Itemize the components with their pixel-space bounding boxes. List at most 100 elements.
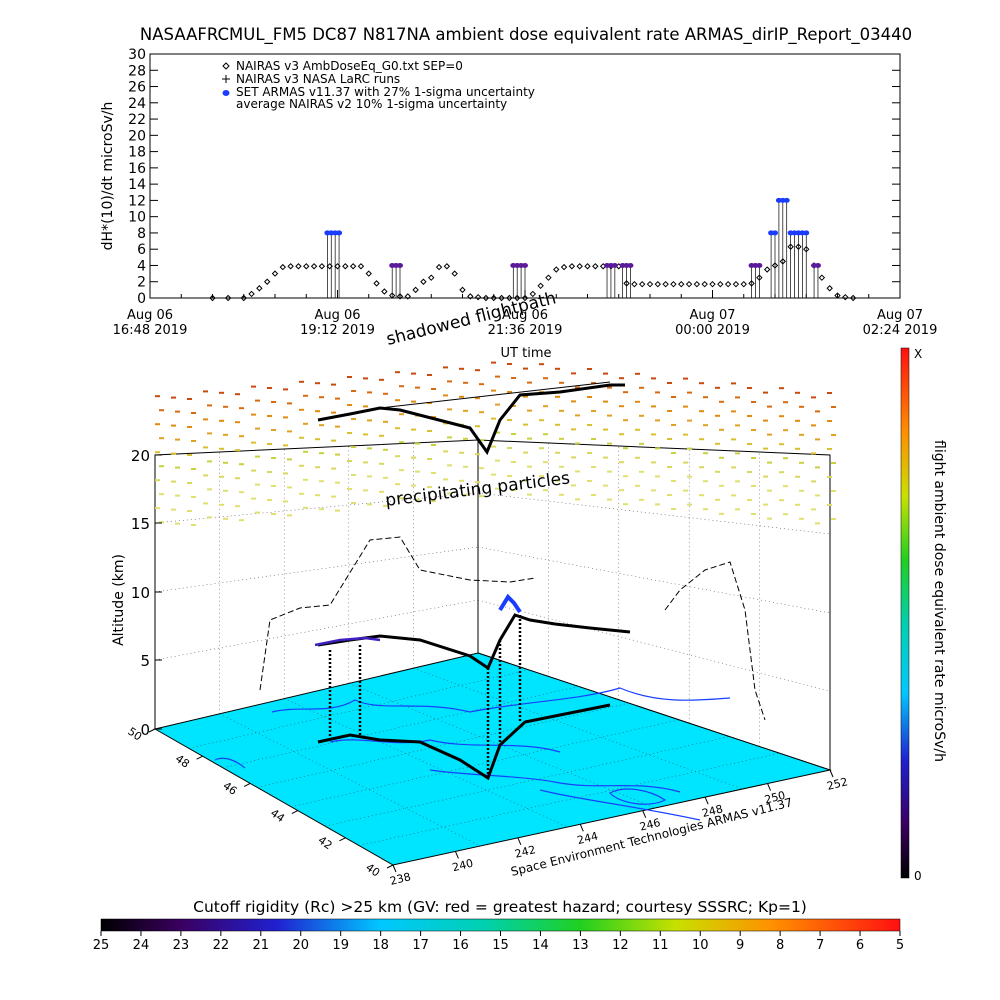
x-tick-label-date: Aug 06 <box>502 308 548 323</box>
particle-mark <box>395 427 400 430</box>
wall-grid-line <box>477 599 831 692</box>
particle-mark <box>799 489 804 492</box>
nairas-point <box>482 294 490 302</box>
particle-mark <box>767 405 772 408</box>
particle-mark <box>495 487 500 490</box>
particle-mark <box>635 428 640 431</box>
rigidity-tick-label: 17 <box>412 938 429 953</box>
particle-mark <box>635 484 640 487</box>
particle-mark <box>571 456 576 459</box>
particle-mark <box>655 503 660 506</box>
nairas-point <box>849 294 857 302</box>
lon-tick-label: 242 <box>513 843 537 861</box>
particle-mark <box>399 385 404 388</box>
particle-mark <box>191 524 196 526</box>
x-tick-label-time: 02:24 2019 <box>863 323 938 338</box>
floor-grid-line <box>219 713 481 847</box>
nairas-point <box>693 280 701 288</box>
particle-mark <box>479 411 484 414</box>
particle-mark <box>315 438 320 441</box>
particle-mark <box>767 489 772 492</box>
z-tick-label: 20 <box>131 447 150 465</box>
particle-mark <box>619 433 624 436</box>
nairas-point <box>529 290 537 298</box>
particle-mark <box>223 461 228 464</box>
particle-mark <box>267 415 272 417</box>
particle-mark <box>287 430 292 433</box>
particle-mark <box>559 465 564 468</box>
particle-mark <box>719 512 724 515</box>
particle-mark <box>255 427 260 430</box>
particle-mark <box>351 474 356 476</box>
dose-colorbar-fill <box>900 347 910 879</box>
particle-mark <box>235 449 240 452</box>
particle-mark <box>763 503 768 506</box>
particle-mark <box>699 382 704 385</box>
particle-mark <box>831 434 836 436</box>
particle-mark <box>335 481 340 484</box>
particle-mark <box>459 451 464 454</box>
particle-mark <box>763 475 768 478</box>
particle-mark <box>735 452 740 455</box>
particle-mark <box>363 405 368 408</box>
rigidity-tick-label: 7 <box>816 938 824 953</box>
particle-mark <box>623 391 628 394</box>
particle-mark <box>207 404 212 407</box>
nairas-point <box>271 270 279 277</box>
rigidity-tick-label: 10 <box>692 938 709 953</box>
particle-mark <box>303 506 308 509</box>
particle-mark <box>539 475 544 478</box>
particle-mark <box>559 409 564 412</box>
particle-mark <box>347 404 352 406</box>
particle-mark <box>299 380 304 383</box>
nairas-point <box>521 294 529 302</box>
lon-tick-mark <box>829 769 834 778</box>
particle-mark <box>715 414 720 417</box>
nairas-point <box>842 293 849 301</box>
nairas-point <box>787 243 794 250</box>
particle-mark <box>655 475 660 478</box>
particle-mark <box>171 508 176 511</box>
particle-mark <box>447 408 452 411</box>
nairas-point <box>373 280 380 287</box>
particle-mark <box>447 436 452 439</box>
y-tick-label: 8 <box>137 226 146 242</box>
rigidity-tick-label: 15 <box>492 938 509 953</box>
armas-point <box>522 262 528 268</box>
particle-mark <box>719 428 724 431</box>
particle-mark <box>527 409 532 412</box>
particle-mark <box>699 438 704 441</box>
nairas-point <box>396 293 404 300</box>
particle-mark <box>347 488 352 490</box>
particle-mark <box>303 450 308 453</box>
particle-mark <box>495 375 500 378</box>
particle-mark <box>827 448 832 450</box>
nairas-point <box>349 263 357 270</box>
particle-mark <box>431 388 436 390</box>
particle-mark <box>507 363 512 365</box>
nairas-point <box>357 263 365 270</box>
rigidity-colorbar-title: Cutoff rigidity (Rc) >25 km (GV: red = g… <box>193 898 807 916</box>
lat-tick-mark <box>386 864 394 869</box>
particle-mark <box>351 390 356 392</box>
particle-mark <box>415 498 420 501</box>
particle-mark <box>603 484 608 487</box>
particle-mark <box>571 484 576 487</box>
particle-mark <box>255 399 260 402</box>
particle-mark <box>827 476 832 478</box>
particle-mark <box>799 405 804 408</box>
x-tick-label-date: Aug 07 <box>877 308 923 323</box>
particle-mark <box>559 493 564 496</box>
particle-mark <box>395 371 400 374</box>
particle-mark <box>571 428 576 431</box>
particle-mark <box>699 466 704 469</box>
particle-mark <box>219 503 224 506</box>
y-tick-label: 14 <box>128 177 146 193</box>
rigidity-tick-label: 21 <box>253 938 270 953</box>
particle-mark <box>319 396 324 399</box>
particle-mark <box>207 516 212 519</box>
x-tick-label-time: 00:00 2019 <box>675 323 750 338</box>
particle-mark <box>267 443 272 445</box>
particle-field <box>155 361 836 526</box>
particle-mark <box>239 491 244 494</box>
